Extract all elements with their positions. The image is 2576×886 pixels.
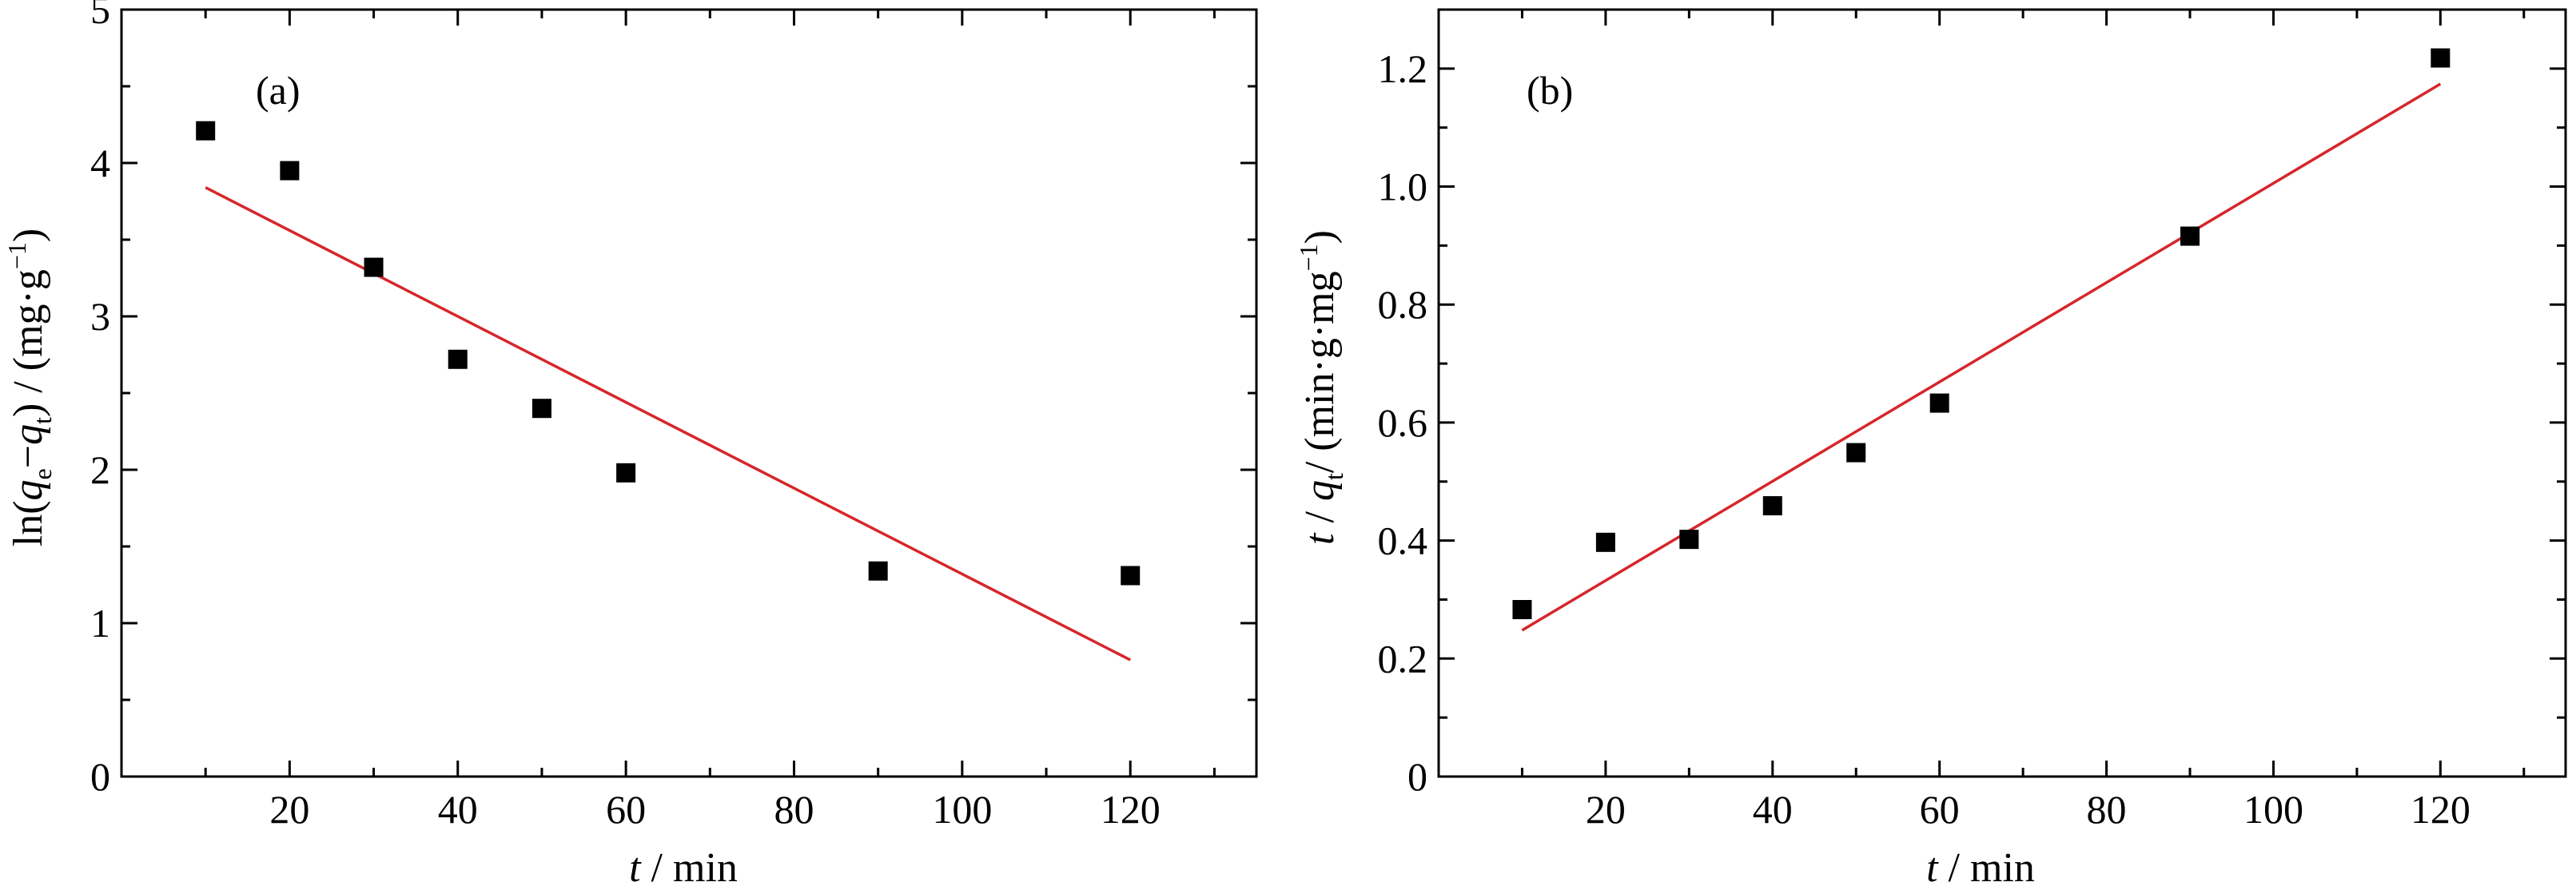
x-axis-title-b-symbol: t [1926,845,1939,886]
x-axis-title-b: t / min [1926,845,2035,886]
data-point-a-6 [868,561,888,581]
x-tick-label-b-1: 40 [1753,787,1793,832]
x-axis-title-a: t / min [629,845,738,886]
data-point-b-6 [2180,226,2200,246]
x-tick-label-a-1: 40 [438,787,478,832]
x-tick-label-b-2: 60 [1920,787,1960,832]
data-point-a-5 [616,463,636,483]
fit-line-b [1521,82,2442,632]
x-tick-label-b-4: 100 [2244,787,2303,832]
data-point-a-7 [1121,566,1141,586]
x-axis-title-a-symbol: t [629,845,642,886]
y-tick-label-a-4: 4 [90,141,110,185]
x-axis-ticks-a [204,10,1216,777]
x-tick-label-b-0: 20 [1586,787,1626,832]
data-point-b-2 [1679,530,1699,550]
chart-panel-a: 20 40 60 80 100 120 0 1 2 3 4 5 (a) t / min ln(qe−q… [2,0,1258,886]
data-point-a-2 [364,257,384,277]
y-tick-label-a-1: 1 [90,601,110,646]
y-tick-label-b-5: 1.0 [1378,165,1428,209]
y-tick-label-b-6: 1.2 [1378,46,1428,91]
x-tick-label-a-4: 100 [932,787,992,832]
x-tick-label-a-3: 80 [774,787,814,832]
data-point-b-5 [1929,393,1949,413]
data-point-a-3 [448,349,468,369]
data-point-b-0 [1512,600,1532,620]
x-tick-label-a-2: 60 [606,787,646,832]
x-tick-label-a-5: 120 [1101,787,1161,832]
plot-frame-b [1437,8,2567,778]
x-tick-label-b-5: 120 [2411,787,2470,832]
y-tick-label-a-2: 2 [90,447,110,492]
y-axis-title-b: t / qt/ (min·g·mg−1) [1294,230,1348,545]
data-point-b-7 [2431,48,2451,68]
panel-label-a: (a) [256,68,301,113]
y-axis-ticks-a [121,8,1256,778]
y-tick-label-b-3: 0.6 [1378,400,1428,445]
y-tick-label-b-0: 0 [1407,754,1427,799]
data-point-a-0 [196,121,216,141]
y-tick-label-b-2: 0.4 [1378,518,1428,563]
data-point-a-4 [532,399,551,419]
x-axis-ticks-b [1520,10,2526,777]
chart-panel-b: 20 40 60 80 100 120 0 0.2 0.4 0.6 0.8 1.0 1.2 (b) t … [1294,8,2567,886]
data-point-a-1 [280,161,300,181]
data-point-b-1 [1595,532,1615,552]
x-tick-label-b-3: 80 [2087,787,2127,832]
plot-area-a: 20 40 60 80 100 120 0 1 2 3 4 5 [90,0,1258,832]
panel-label-b: (b) [1527,68,1573,113]
plot-area-b: 20 40 60 80 100 120 0 0.2 0.4 0.6 0.8 1.0 1.2 [1378,8,2567,832]
y-tick-label-a-5: 5 [90,0,110,32]
y-tick-label-a-0: 0 [90,754,110,799]
plot-frame-a [120,8,1258,778]
x-axis-title-a-unit: / min [641,845,738,886]
y-tick-label-b-4: 0.8 [1378,282,1428,327]
data-point-b-4 [1846,443,1866,463]
y-axis-title-a: ln(qe−qt) / (mg·g−1) [2,228,57,546]
y-tick-label-a-3: 3 [90,294,110,339]
data-point-b-3 [1762,496,1782,516]
fit-line-a [205,186,1132,662]
y-tick-label-b-1: 0.2 [1378,636,1428,681]
x-tick-label-a-0: 20 [269,787,309,832]
x-axis-title-b-unit: / min [1938,845,2035,886]
y-axis-ticks-b [1439,67,2566,778]
